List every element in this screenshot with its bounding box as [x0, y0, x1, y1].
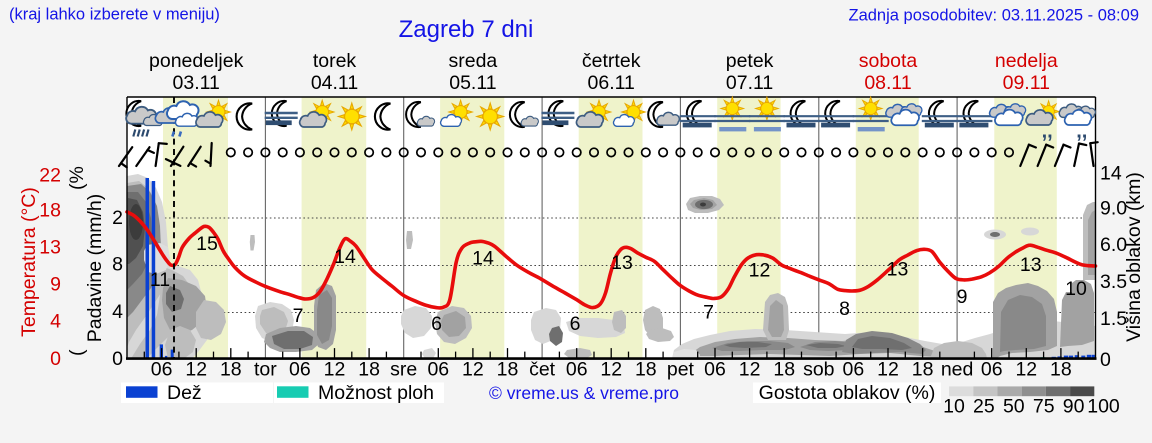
svg-text:06: 06 [981, 359, 1003, 381]
svg-text:,,: ,, [1076, 121, 1087, 143]
svg-text:Višina oblakov (km): Višina oblakov (km) [1123, 172, 1145, 342]
svg-text:sob: sob [803, 359, 835, 381]
svg-text:05.11: 05.11 [449, 72, 496, 94]
svg-text:12: 12 [185, 359, 207, 381]
svg-text:© vreme.us & vreme.pro: © vreme.us & vreme.pro [489, 383, 679, 403]
svg-text:Možnost ploh: Možnost ploh [318, 382, 434, 404]
svg-text:čet: čet [529, 359, 556, 381]
svg-text:06.11: 06.11 [588, 72, 635, 94]
svg-text:9: 9 [50, 273, 61, 295]
svg-text:12: 12 [749, 259, 771, 281]
svg-text:četrtek: četrtek [582, 50, 641, 72]
svg-text:Dež: Dež [167, 382, 202, 404]
svg-text:18: 18 [358, 359, 380, 381]
svg-text:sreda: sreda [449, 50, 498, 72]
svg-text:06: 06 [843, 359, 865, 381]
svg-text:Zadnja posodobitev: 03.11.2025: Zadnja posodobitev: 03.11.2025 - 08:09 [849, 7, 1140, 25]
svg-text:4: 4 [112, 301, 123, 323]
svg-text:3.5: 3.5 [1100, 271, 1127, 293]
svg-text:6: 6 [570, 313, 581, 335]
svg-text:13: 13 [39, 236, 61, 258]
svg-text:,,: ,, [1042, 121, 1053, 143]
svg-text:12: 12 [462, 359, 484, 381]
svg-text:9.0: 9.0 [1100, 197, 1127, 219]
svg-text:08.11: 08.11 [864, 72, 911, 94]
svg-text:tor: tor [254, 359, 277, 381]
svg-text:50: 50 [1003, 396, 1025, 418]
svg-text:7: 7 [293, 305, 304, 327]
svg-text:(%: (% [66, 166, 88, 190]
svg-text:12: 12 [600, 359, 622, 381]
svg-text:100: 100 [1087, 396, 1120, 418]
svg-text:13: 13 [611, 252, 633, 274]
svg-text:6: 6 [431, 313, 442, 335]
svg-text:25: 25 [973, 396, 995, 418]
svg-text:14: 14 [334, 246, 356, 268]
svg-text:0: 0 [50, 348, 61, 370]
svg-text:75: 75 [1033, 396, 1055, 418]
svg-text:18: 18 [912, 359, 934, 381]
svg-text:0: 0 [112, 348, 123, 370]
svg-text:sobota: sobota [859, 50, 918, 72]
svg-text:Padavine (mm/h): Padavine (mm/h) [84, 194, 106, 342]
svg-text:2: 2 [112, 207, 123, 229]
svg-text:8: 8 [839, 298, 850, 320]
svg-text:12: 12 [324, 359, 346, 381]
svg-text:Temperatura (°C): Temperatura (°C) [18, 187, 40, 337]
svg-text:07.11: 07.11 [726, 72, 773, 94]
svg-text:8: 8 [112, 253, 123, 275]
svg-text:18: 18 [497, 359, 519, 381]
svg-text:7: 7 [703, 302, 714, 324]
svg-text:Zagreb 7 dni: Zagreb 7 dni [399, 16, 534, 43]
svg-text:petek: petek [726, 50, 774, 72]
svg-text:4: 4 [50, 310, 61, 332]
svg-text:18: 18 [1050, 359, 1072, 381]
svg-text:06: 06 [427, 359, 449, 381]
svg-text:(kraj lahko izberete v meniju): (kraj lahko izberete v meniju) [9, 6, 220, 24]
svg-text:12: 12 [739, 359, 761, 381]
svg-text:9: 9 [957, 286, 968, 308]
svg-text:09.11: 09.11 [1003, 72, 1050, 94]
svg-text:ponedeljek: ponedeljek [149, 50, 244, 72]
svg-text:18: 18 [39, 199, 61, 221]
svg-text:12: 12 [1015, 359, 1037, 381]
svg-text:06: 06 [566, 359, 588, 381]
svg-text:14: 14 [1100, 162, 1122, 184]
svg-text:13: 13 [1020, 254, 1042, 276]
svg-text:15: 15 [196, 233, 218, 255]
svg-text:12: 12 [877, 359, 899, 381]
svg-text:03.11: 03.11 [173, 72, 220, 94]
svg-text:0: 0 [1100, 349, 1111, 371]
svg-text:11: 11 [150, 269, 170, 291]
svg-text:22: 22 [39, 165, 61, 187]
svg-text:06: 06 [151, 359, 173, 381]
svg-text:torek: torek [313, 50, 357, 72]
svg-text:ned: ned [941, 359, 974, 381]
svg-text:13: 13 [887, 259, 909, 281]
svg-text:18: 18 [220, 359, 242, 381]
svg-text:18: 18 [773, 359, 795, 381]
svg-text:18: 18 [635, 359, 657, 381]
svg-text:6.0: 6.0 [1100, 234, 1127, 256]
svg-text:1.5: 1.5 [1100, 308, 1127, 330]
svg-text:Gostota oblakov (%): Gostota oblakov (%) [759, 382, 936, 404]
svg-text:90: 90 [1063, 396, 1085, 418]
svg-text:06: 06 [704, 359, 726, 381]
svg-text:sre: sre [390, 359, 417, 381]
svg-text:10: 10 [943, 396, 965, 418]
svg-text:14: 14 [472, 247, 494, 269]
svg-text:04.11: 04.11 [311, 72, 358, 94]
svg-text:06: 06 [289, 359, 311, 381]
svg-text:10: 10 [1065, 278, 1087, 300]
svg-text:nedelja: nedelja [995, 50, 1058, 72]
svg-text:(: ( [66, 349, 88, 356]
svg-text:pet: pet [667, 359, 695, 381]
